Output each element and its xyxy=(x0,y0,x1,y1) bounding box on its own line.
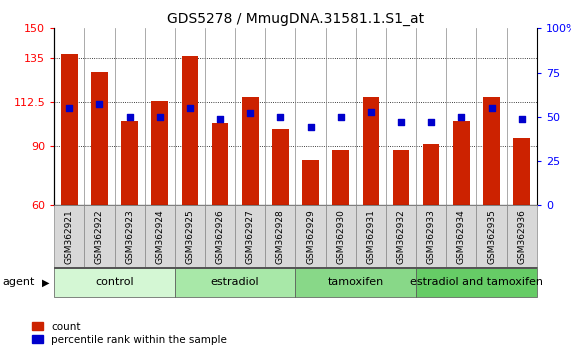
Bar xyxy=(242,97,259,205)
Text: GSM362935: GSM362935 xyxy=(487,209,496,264)
Point xyxy=(396,119,405,125)
Text: GSM362925: GSM362925 xyxy=(186,209,195,264)
Bar xyxy=(513,138,530,205)
Text: GSM362936: GSM362936 xyxy=(517,209,526,264)
Bar xyxy=(212,123,228,205)
Point xyxy=(246,110,255,116)
Point xyxy=(336,114,345,120)
Point xyxy=(125,114,134,120)
Point xyxy=(517,116,526,121)
Bar xyxy=(122,121,138,205)
Text: GSM362930: GSM362930 xyxy=(336,209,345,264)
Text: estradiol and tamoxifen: estradiol and tamoxifen xyxy=(410,277,543,287)
Bar xyxy=(272,129,289,205)
Bar xyxy=(453,121,469,205)
Point xyxy=(487,105,496,111)
Bar xyxy=(91,72,108,205)
Text: GSM362928: GSM362928 xyxy=(276,209,285,264)
Text: GSM362933: GSM362933 xyxy=(427,209,436,264)
Bar xyxy=(363,97,379,205)
Text: GSM362921: GSM362921 xyxy=(65,209,74,264)
Point xyxy=(95,102,104,107)
Point xyxy=(276,114,285,120)
Text: estradiol: estradiol xyxy=(211,277,259,287)
Text: tamoxifen: tamoxifen xyxy=(328,277,384,287)
Bar xyxy=(302,160,319,205)
Point xyxy=(215,116,224,121)
Text: GSM362926: GSM362926 xyxy=(216,209,224,264)
Text: GSM362927: GSM362927 xyxy=(246,209,255,264)
Bar xyxy=(423,144,440,205)
Text: GSM362931: GSM362931 xyxy=(367,209,375,264)
Text: GSM362934: GSM362934 xyxy=(457,209,466,264)
Legend: count, percentile rank within the sample: count, percentile rank within the sample xyxy=(28,317,231,349)
Point xyxy=(457,114,466,120)
Bar xyxy=(151,101,168,205)
Text: control: control xyxy=(95,277,134,287)
Point xyxy=(186,105,195,111)
Point xyxy=(155,114,164,120)
Point xyxy=(306,125,315,130)
Point xyxy=(367,109,376,114)
Text: ▶: ▶ xyxy=(42,277,50,287)
Bar xyxy=(332,150,349,205)
Text: GSM362923: GSM362923 xyxy=(125,209,134,264)
Text: GSM362932: GSM362932 xyxy=(396,209,405,264)
Text: GSM362929: GSM362929 xyxy=(306,209,315,264)
Title: GDS5278 / MmugDNA.31581.1.S1_at: GDS5278 / MmugDNA.31581.1.S1_at xyxy=(167,12,424,26)
Bar xyxy=(61,54,78,205)
Bar xyxy=(393,150,409,205)
Text: GSM362924: GSM362924 xyxy=(155,209,164,264)
Bar xyxy=(182,56,198,205)
Point xyxy=(427,119,436,125)
Bar xyxy=(483,97,500,205)
Text: agent: agent xyxy=(3,277,35,287)
Text: GSM362922: GSM362922 xyxy=(95,209,104,264)
Point xyxy=(65,105,74,111)
